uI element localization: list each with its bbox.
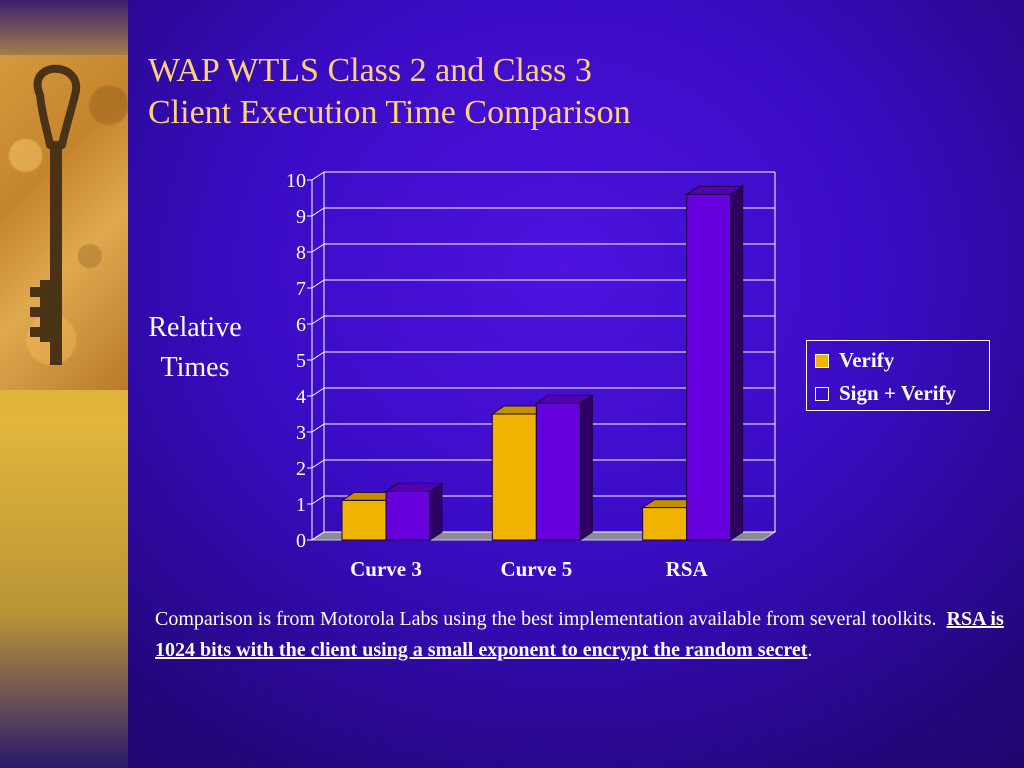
gridline-diagonal [311, 459, 325, 469]
key-photo [0, 55, 128, 390]
bar-sign-verify-curve-3 [384, 482, 444, 541]
legend-label-sign-verify: Sign + Verify [839, 381, 956, 405]
y-axis-label: Relative Times [130, 308, 260, 388]
bar-front [385, 490, 431, 541]
legend-label-verify: Verify [839, 348, 895, 372]
y-tick-label: 2 [296, 458, 306, 480]
bar-front [535, 402, 581, 541]
gridline-diagonal [311, 531, 325, 541]
y-tick-label: 8 [296, 242, 306, 264]
legend-swatch-verify [815, 353, 829, 368]
key-icon [30, 64, 81, 365]
footnote-emphasis: RSA is 1024 bits with the client using a… [155, 608, 1004, 661]
slide-title-line-1: WAP WTLS Class 2 and Class 3 [148, 52, 592, 89]
y-tick-label: 3 [296, 422, 306, 444]
gridline-diagonal [311, 243, 325, 253]
y-tick-label: 4 [296, 386, 306, 408]
footnote: Comparison is from Motorola Labs using t… [155, 604, 1005, 666]
slide-title-line-2: Client Execution Time Comparison [148, 94, 631, 131]
x-category-label: Curve 5 [500, 557, 572, 581]
bar-front [686, 193, 732, 541]
y-tick-label: 0 [296, 530, 306, 552]
bar-side [429, 482, 443, 541]
gridline-diagonal [311, 315, 325, 325]
gridline-diagonal [311, 495, 325, 505]
bar-sign-verify-rsa [685, 185, 745, 541]
y-tick-label: 10 [286, 170, 306, 192]
y-tick-label: 1 [296, 494, 306, 516]
x-category-label: RSA [666, 557, 709, 581]
slide-title: WAP WTLS Class 2 and Class 3 Client Exec… [148, 50, 631, 134]
y-tick-label: 9 [296, 206, 306, 228]
chart-legend: Verify Sign + Verify [806, 340, 990, 411]
legend-item-sign-verify: Sign + Verify [815, 381, 956, 406]
y-axis-label-line-2: Times [160, 352, 230, 383]
gridline-diagonal [311, 207, 325, 217]
gridline-diagonal [311, 387, 325, 397]
bar-front [341, 499, 387, 541]
y-tick-label: 5 [296, 350, 306, 372]
bar-side [579, 394, 593, 541]
gridline-diagonal [311, 279, 325, 289]
y-tick-label: 6 [296, 314, 306, 336]
bar-front [491, 413, 537, 541]
gridline-diagonal [311, 171, 325, 181]
bar-sign-verify-curve-5 [534, 394, 594, 541]
x-category-label: Curve 3 [350, 557, 422, 581]
legend-swatch-sign-verify [815, 386, 829, 401]
footnote-text: Comparison is from Motorola Labs using t… [155, 608, 937, 630]
y-axis-label-line-1: Relative [148, 312, 242, 343]
legend-item-verify: Verify [815, 348, 894, 373]
gridline-diagonal [311, 423, 325, 433]
bar-side [730, 185, 744, 541]
gridline-diagonal [311, 351, 325, 361]
y-tick-label: 7 [296, 278, 306, 300]
bar-front [642, 507, 688, 541]
footnote-trailing: . [807, 639, 813, 661]
